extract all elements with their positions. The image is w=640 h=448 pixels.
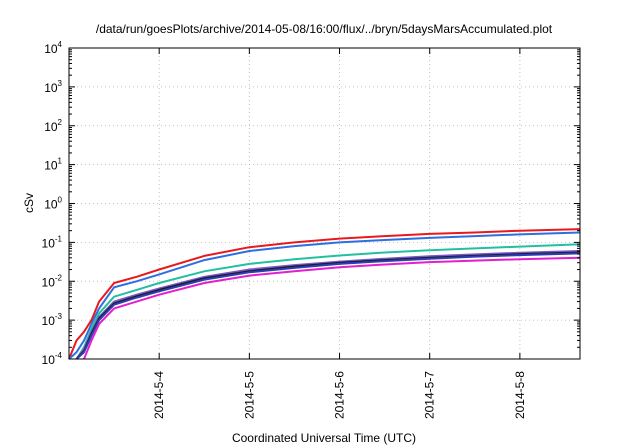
chart-title: /data/run/goesPlots/archive/2014-05-08/1… — [96, 22, 553, 36]
y-tick-label: 102 — [44, 118, 62, 134]
x-tick-label: 2014-5-5 — [242, 371, 256, 419]
x-tick-label: 2014-5-4 — [152, 371, 166, 419]
y-tick-labels: 10-4 10-3 10-2 10-1 100 101 102 103 104 — [42, 40, 63, 367]
y-tick-label: 10-4 — [42, 351, 63, 367]
series-line-1 — [68, 228, 581, 360]
y-tick-label: 100 — [44, 196, 62, 212]
series-line-4 — [75, 250, 581, 360]
series-line-2 — [68, 231, 581, 360]
series-line-3 — [75, 243, 581, 360]
y-tick-label: 101 — [44, 157, 62, 173]
x-tick-label: 2014-5-7 — [423, 371, 437, 419]
x-tick-label: 2014-5-6 — [333, 371, 347, 419]
series-line-6 — [75, 252, 581, 360]
y-tick-label: 103 — [44, 79, 62, 95]
x-tick-label: 2014-5-8 — [513, 371, 527, 419]
y-tick-label: 104 — [44, 40, 62, 56]
series-line-7 — [83, 256, 581, 360]
y-axis-label: cSv — [22, 193, 36, 213]
x-axis-label: Coordinated Universal Time (UTC) — [232, 431, 416, 445]
y-tick-label: 10-2 — [42, 273, 63, 289]
y-tick-label: 10-1 — [42, 234, 63, 250]
grid — [69, 48, 580, 359]
y-tick-label: 10-3 — [42, 312, 63, 328]
axis-ticks — [69, 47, 580, 360]
x-tick-labels: 2014-5-4 2014-5-5 2014-5-6 2014-5-7 2014-5-8 — [152, 371, 527, 419]
series-group — [68, 228, 581, 360]
